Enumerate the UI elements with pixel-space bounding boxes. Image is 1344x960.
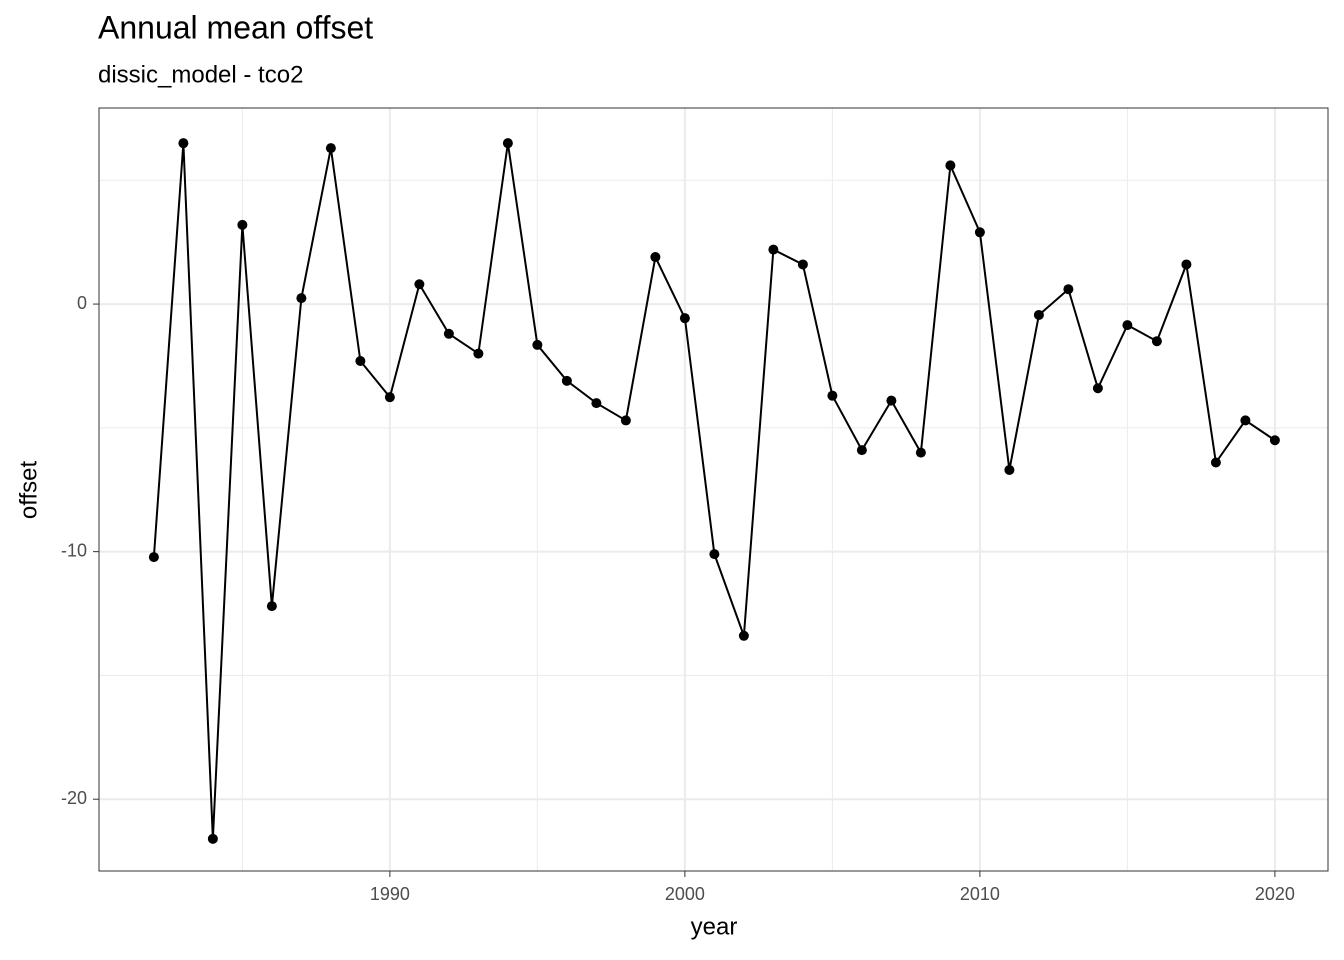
data-point bbox=[325, 143, 336, 154]
data-point bbox=[1151, 336, 1162, 347]
data-point bbox=[443, 328, 454, 339]
y-tick-label: 0 bbox=[77, 293, 87, 313]
data-point bbox=[650, 252, 661, 263]
data-point bbox=[709, 549, 720, 560]
data-point bbox=[296, 293, 307, 304]
data-point bbox=[1269, 435, 1280, 446]
data-point bbox=[1122, 320, 1133, 331]
data-point bbox=[620, 415, 631, 426]
data-point bbox=[561, 375, 572, 386]
data-point bbox=[856, 445, 867, 456]
plot-background bbox=[99, 108, 1328, 871]
data-point bbox=[178, 138, 189, 149]
data-point bbox=[148, 552, 159, 563]
data-point bbox=[886, 395, 897, 406]
data-point bbox=[1063, 284, 1074, 295]
data-point bbox=[1033, 309, 1044, 320]
data-point bbox=[768, 244, 779, 255]
data-point bbox=[266, 601, 277, 612]
y-tick-label: -20 bbox=[61, 788, 87, 808]
data-point bbox=[473, 348, 484, 359]
data-point bbox=[207, 833, 218, 844]
data-point bbox=[738, 630, 749, 641]
data-point bbox=[1004, 464, 1015, 475]
chart-title: Annual mean offset bbox=[98, 9, 373, 45]
data-point bbox=[591, 398, 602, 409]
y-axis-label: offset bbox=[15, 461, 42, 520]
chart-subtitle: dissic_model - tco2 bbox=[98, 61, 303, 88]
plot-border bbox=[98, 107, 1329, 872]
data-point bbox=[1210, 457, 1221, 468]
data-point bbox=[1181, 259, 1192, 270]
data-point bbox=[414, 279, 425, 290]
data-point bbox=[1092, 383, 1103, 394]
y-tick-label: -10 bbox=[61, 540, 87, 560]
x-tick-label: 2020 bbox=[1255, 884, 1295, 904]
x-tick-label: 2010 bbox=[960, 884, 1000, 904]
data-point bbox=[384, 392, 395, 403]
data-point bbox=[502, 138, 513, 149]
data-point bbox=[974, 227, 985, 238]
data-point bbox=[1240, 415, 1251, 426]
data-point bbox=[237, 219, 248, 230]
data-point bbox=[797, 259, 808, 270]
x-tick-label: 2000 bbox=[665, 884, 705, 904]
data-point bbox=[945, 160, 956, 171]
data-point bbox=[532, 339, 543, 350]
data-point bbox=[827, 390, 838, 401]
data-point bbox=[679, 313, 690, 324]
x-axis-label: year bbox=[691, 913, 738, 940]
x-tick-label: 1990 bbox=[370, 884, 410, 904]
data-point bbox=[915, 447, 926, 458]
data-point bbox=[355, 356, 366, 367]
